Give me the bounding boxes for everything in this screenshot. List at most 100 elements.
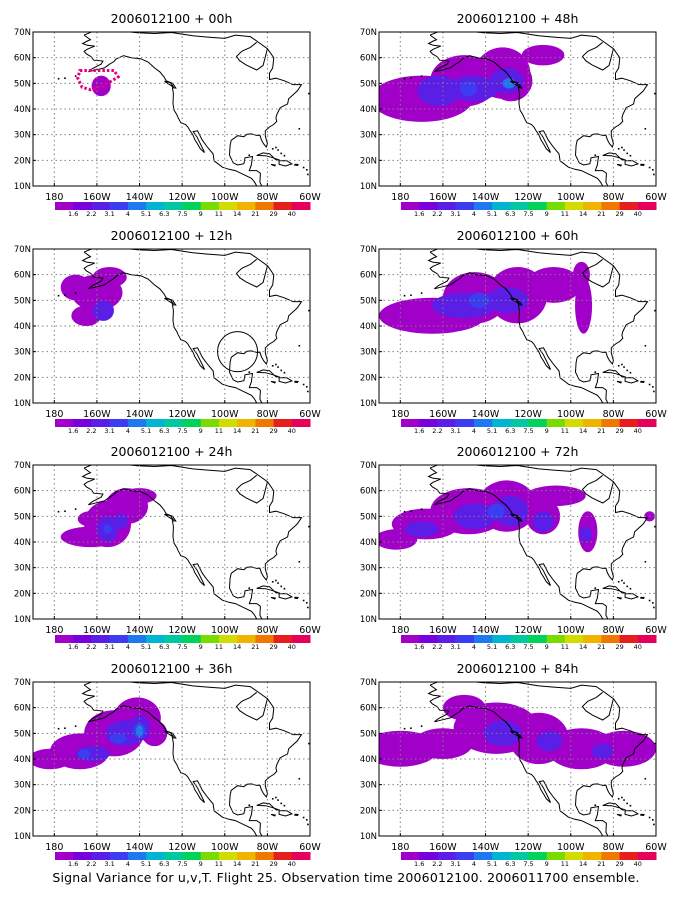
colorbar-label: 14 <box>579 210 587 218</box>
variance-shading <box>532 511 554 532</box>
colorbar-swatch <box>200 419 220 427</box>
colorbar-swatch <box>73 852 92 860</box>
colorbar-swatch <box>492 419 511 427</box>
colorbar-swatch <box>91 202 111 210</box>
map-panel: 2006012100 + 48h 70N 60N 50N 40N 30N 20N 10N 180… <box>360 11 668 218</box>
coastline <box>81 34 259 186</box>
colorbar-swatch <box>619 852 639 860</box>
island-dot <box>623 366 625 368</box>
variance-shading <box>579 526 593 542</box>
colorbar-swatch <box>601 635 621 643</box>
coastline <box>640 596 645 600</box>
colorbar-label: 4 <box>472 860 476 868</box>
colorbar-swatch <box>291 202 311 210</box>
colorbar-swatch <box>146 635 165 643</box>
lat-label: 70N <box>360 245 377 255</box>
colorbar-swatch <box>218 635 238 643</box>
coastline <box>429 249 614 288</box>
island-dot <box>64 510 66 512</box>
coastline <box>270 380 277 384</box>
colorbar-swatch <box>127 852 147 860</box>
island-dot <box>308 309 310 312</box>
lat-label: 70N <box>14 461 31 471</box>
colorbar-swatch <box>164 202 183 210</box>
colorbar-label: 11 <box>215 210 223 218</box>
lon-label: 60W <box>299 625 321 636</box>
colorbar-swatch <box>237 202 256 210</box>
panel-title: 2006012100 + 36h <box>111 661 233 676</box>
colorbar-label: 29 <box>615 860 623 868</box>
lon-label: 120W <box>514 842 542 853</box>
colorbar-label: 1.6 <box>68 427 78 435</box>
coastline <box>228 265 303 403</box>
colorbar-label: 3.1 <box>450 427 460 435</box>
island-dot <box>629 587 632 590</box>
colorbar-label: 5.1 <box>487 860 497 868</box>
island-dot <box>629 804 632 807</box>
lat-label: 20N <box>14 806 31 816</box>
island-dot <box>654 742 656 745</box>
map-area <box>379 32 656 186</box>
lon-label: 160W <box>83 192 111 203</box>
colorbar-swatch <box>237 635 256 643</box>
colorbar-swatch <box>401 419 420 427</box>
variance-shading <box>459 80 478 97</box>
lat-label: 60N <box>360 271 377 281</box>
colorbar-swatch <box>218 202 238 210</box>
island-dot <box>275 146 277 149</box>
colorbar-swatch <box>473 202 493 210</box>
coastline <box>429 32 614 71</box>
colorbar-swatch <box>55 635 74 643</box>
colorbar-label: 11 <box>215 643 223 651</box>
colorbar-swatch <box>182 635 202 643</box>
colorbar-swatch <box>146 202 165 210</box>
lat-label: 50N <box>14 79 31 89</box>
colorbar-label: 3.1 <box>450 860 460 868</box>
colorbar-swatch <box>419 202 438 210</box>
lat-label: 30N <box>360 131 377 141</box>
coastline <box>81 684 259 836</box>
island-dot <box>298 344 301 347</box>
lat-label: 20N <box>360 373 377 383</box>
colorbar-label: 6.3 <box>159 427 169 435</box>
colorbar-swatch <box>546 635 566 643</box>
colorbar-label: 40 <box>634 860 642 868</box>
colorbar-swatch <box>583 635 602 643</box>
lon-label: 80W <box>603 625 625 636</box>
colorbar-swatch <box>528 419 548 427</box>
variance-shading <box>526 485 586 507</box>
island-dot <box>621 363 623 366</box>
colorbar-swatch <box>637 202 657 210</box>
lat-label: 10N <box>14 832 31 842</box>
coastline <box>83 682 268 721</box>
island-dot <box>275 363 277 366</box>
colorbar-label: 3.1 <box>104 643 114 651</box>
island-dot <box>626 369 629 372</box>
island-dot <box>654 525 656 528</box>
colorbar-label: 5.1 <box>487 427 497 435</box>
island-dot <box>621 579 623 582</box>
coastline <box>574 481 649 619</box>
colorbar-swatch <box>255 202 275 210</box>
lat-label: 40N <box>14 105 31 115</box>
panel-title: 2006012100 + 48h <box>457 11 579 26</box>
lon-label: 140W <box>126 409 154 420</box>
island-dot <box>320 518 322 520</box>
variance-shading <box>122 488 157 504</box>
coastline <box>294 813 299 817</box>
lon-label: 60W <box>645 409 667 420</box>
figure-caption: Signal Variance for u,v,T. Flight 25. Ob… <box>52 870 640 885</box>
island-dot <box>644 560 647 563</box>
lat-label: 30N <box>360 348 377 358</box>
colorbar-swatch <box>182 852 202 860</box>
island-dot <box>621 796 623 799</box>
variance-shading <box>103 524 112 535</box>
colorbar-label: 2.2 <box>432 427 442 435</box>
coastline <box>81 467 259 619</box>
lon-label: 140W <box>126 192 154 203</box>
lat-label: 60N <box>14 487 31 497</box>
coastline <box>427 34 605 186</box>
island-dot <box>653 823 655 826</box>
colorbar-label: 6.3 <box>505 427 515 435</box>
